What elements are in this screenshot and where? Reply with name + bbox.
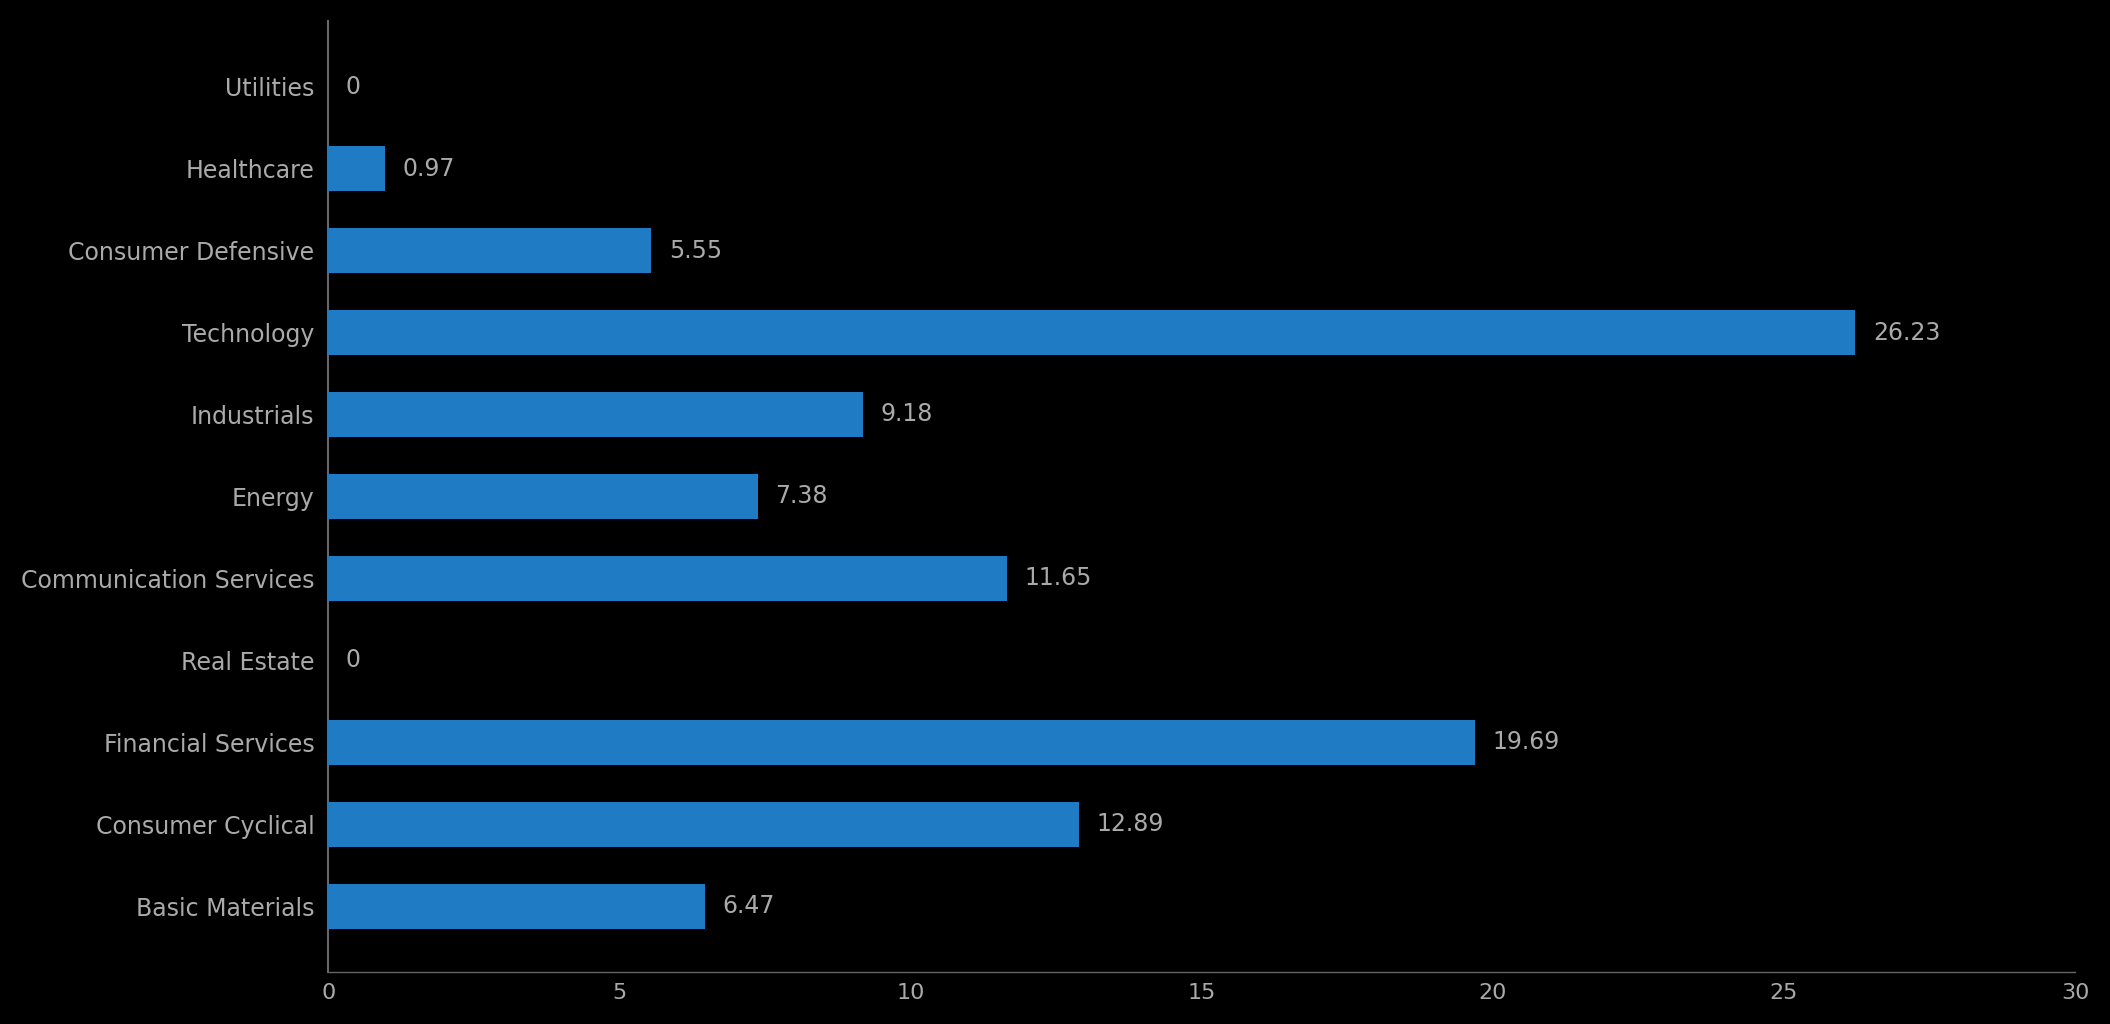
Bar [329, 146, 384, 191]
Text: 12.89: 12.89 [1097, 812, 1163, 837]
Text: 11.65: 11.65 [1023, 566, 1091, 591]
Bar [329, 884, 705, 929]
Text: 6.47: 6.47 [722, 894, 774, 919]
Bar [329, 228, 652, 273]
Bar [329, 310, 1855, 355]
Text: 26.23: 26.23 [1874, 321, 1941, 344]
Bar [329, 802, 1078, 847]
Text: 0: 0 [346, 648, 361, 673]
Text: 9.18: 9.18 [880, 402, 933, 426]
Text: 5.55: 5.55 [669, 239, 722, 262]
Bar [329, 720, 1475, 765]
Bar [329, 474, 757, 519]
Text: 0: 0 [346, 75, 361, 98]
Text: 19.69: 19.69 [1492, 730, 1559, 755]
Text: 0.97: 0.97 [403, 157, 454, 180]
Text: 7.38: 7.38 [774, 484, 827, 509]
Bar [329, 392, 863, 437]
Bar [329, 556, 1006, 601]
